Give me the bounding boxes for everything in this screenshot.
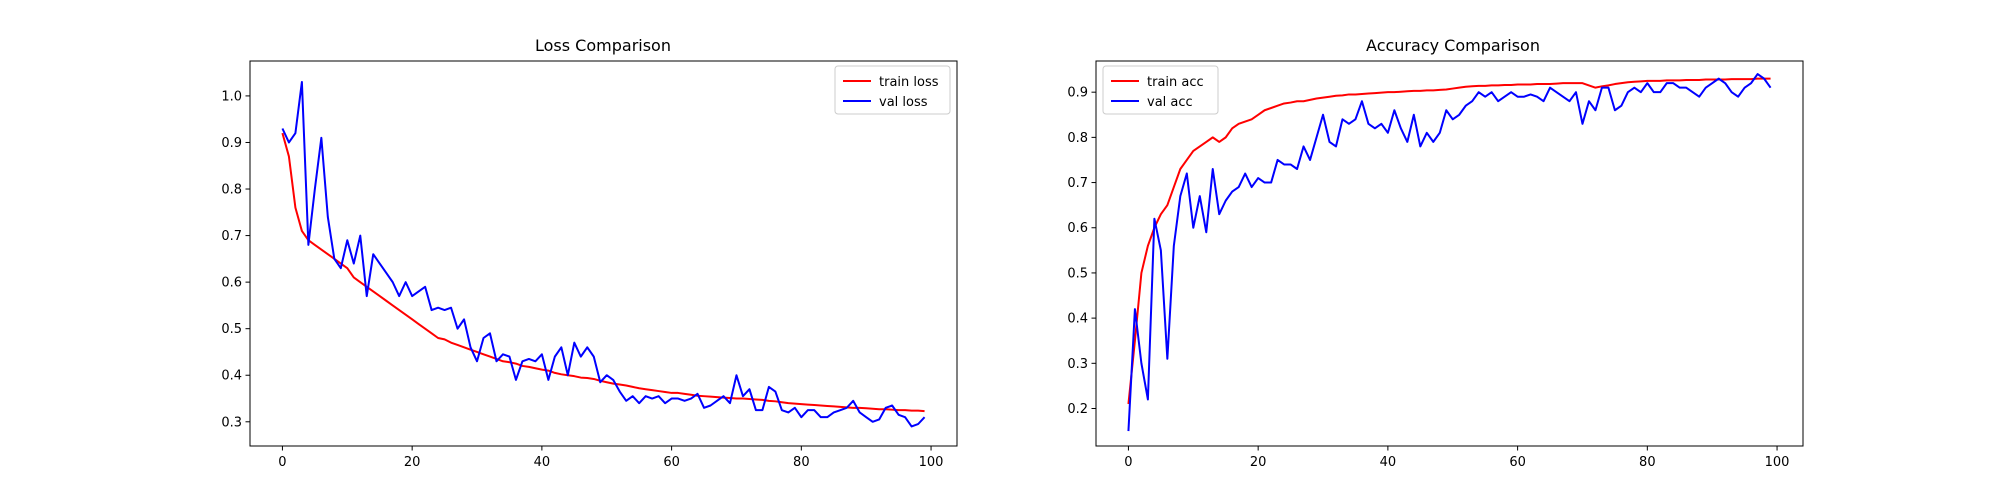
x-tick-label: 80 <box>1639 455 1656 470</box>
x-tick-label: 20 <box>1250 455 1267 470</box>
legend: train acc val acc <box>1102 65 1219 115</box>
y-tick-label: 0.8 <box>221 183 242 198</box>
y-tick-label: 1.0 <box>221 89 242 104</box>
x-tick-label: 100 <box>1765 455 1790 470</box>
legend-label: train acc <box>1147 75 1204 90</box>
y-tick-label: 0.8 <box>1067 131 1088 146</box>
loss-chart: Loss Comparison 0 20 40 60 80 100 0.3 0.4 0.5 0.6… <box>221 36 958 470</box>
chart-title: Accuracy Comparison <box>1366 36 1540 55</box>
x-tick-label: 100 <box>919 455 944 470</box>
legend: train loss val loss <box>834 65 951 115</box>
y-tick-label: 0.7 <box>221 229 242 244</box>
series-line-val-acc <box>1127 73 1772 432</box>
x-tick-label: 60 <box>1509 455 1526 470</box>
accuracy-chart: Accuracy Comparison 0 20 40 60 80 100 0.2 0.3 0.… <box>1067 36 1804 470</box>
y-tick-label: 0.9 <box>1067 86 1088 101</box>
series-line-train-acc <box>1127 77 1771 405</box>
chart-title: Loss Comparison <box>535 36 671 55</box>
y-tick-label: 0.9 <box>221 136 242 151</box>
x-tick-label: 40 <box>1380 455 1397 470</box>
legend-label: val acc <box>1147 95 1193 110</box>
y-tick-label: 0.4 <box>221 369 242 384</box>
x-tick-label: 0 <box>1124 455 1132 470</box>
y-tick-label: 0.4 <box>1067 312 1088 327</box>
x-tick-label: 40 <box>534 455 551 470</box>
y-tick-label: 0.7 <box>1067 176 1088 191</box>
legend-label: train loss <box>879 75 939 90</box>
y-tick-label: 0.3 <box>1067 357 1088 372</box>
x-tick-label: 0 <box>278 455 286 470</box>
y-tick-label: 0.6 <box>1067 221 1088 236</box>
x-tick-label: 60 <box>663 455 680 470</box>
y-tick-label: 0.5 <box>1067 266 1088 281</box>
y-tick-label: 0.6 <box>221 276 242 291</box>
legend-label: val loss <box>879 95 928 110</box>
y-tick-label: 0.2 <box>1067 402 1088 417</box>
x-tick-label: 20 <box>404 455 421 470</box>
plot-frame <box>249 60 958 447</box>
series-line-train-loss <box>281 132 925 413</box>
y-tick-label: 0.5 <box>221 322 242 337</box>
y-tick-label: 0.3 <box>221 415 242 430</box>
x-tick-label: 80 <box>793 455 810 470</box>
plot-frame <box>1095 60 1804 447</box>
series-line-val-loss <box>281 80 926 428</box>
